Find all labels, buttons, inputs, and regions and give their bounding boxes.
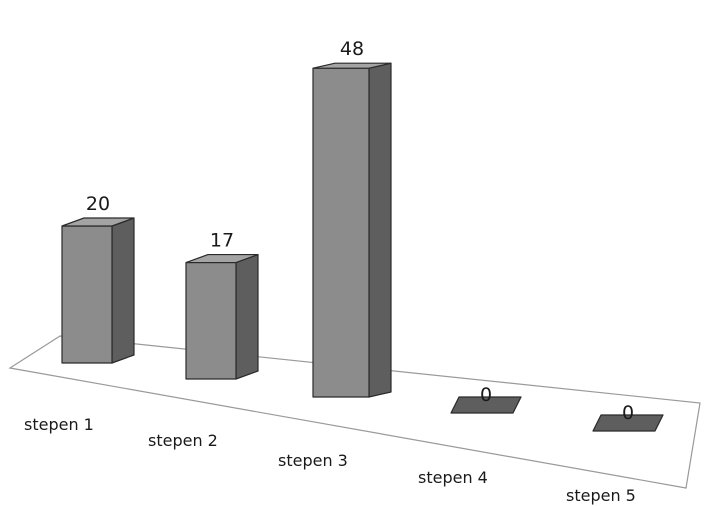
bar-front-face bbox=[185, 261, 237, 380]
bar-5 bbox=[592, 414, 664, 432]
value-label: 0 bbox=[480, 384, 492, 406]
category-label: stepen 4 bbox=[418, 468, 488, 487]
bar-front-face bbox=[61, 225, 113, 364]
category-label: stepen 5 bbox=[566, 486, 636, 505]
value-label: 48 bbox=[340, 38, 364, 60]
bar-3 bbox=[312, 62, 392, 398]
bar-side-face bbox=[368, 62, 392, 398]
value-label: 0 bbox=[622, 402, 634, 424]
bar-top-face bbox=[61, 217, 135, 227]
category-label: stepen 1 bbox=[24, 415, 94, 434]
value-label: 17 bbox=[210, 230, 234, 252]
bar-2 bbox=[185, 253, 259, 380]
category-labels-layer: stepen 1 stepen 2 stepen 3 stepen 4 stepen 5 bbox=[24, 415, 636, 505]
category-label: stepen 2 bbox=[148, 431, 218, 450]
chart-floor bbox=[8, 335, 701, 489]
bar-1 bbox=[61, 217, 135, 364]
value-labels-layer: 20 17 48 0 0 bbox=[86, 38, 634, 424]
bar-top-face bbox=[312, 62, 392, 69]
bar-side-face bbox=[235, 253, 259, 380]
bar-side-face bbox=[111, 217, 135, 364]
bars-layer bbox=[61, 62, 664, 432]
bar-top-face bbox=[185, 253, 259, 264]
bar-front-face bbox=[312, 67, 370, 398]
bar-4 bbox=[450, 396, 522, 414]
category-label: stepen 3 bbox=[278, 451, 348, 470]
bar-flat-face bbox=[450, 396, 522, 414]
bar-flat-face bbox=[592, 414, 664, 432]
value-label: 20 bbox=[86, 193, 110, 215]
